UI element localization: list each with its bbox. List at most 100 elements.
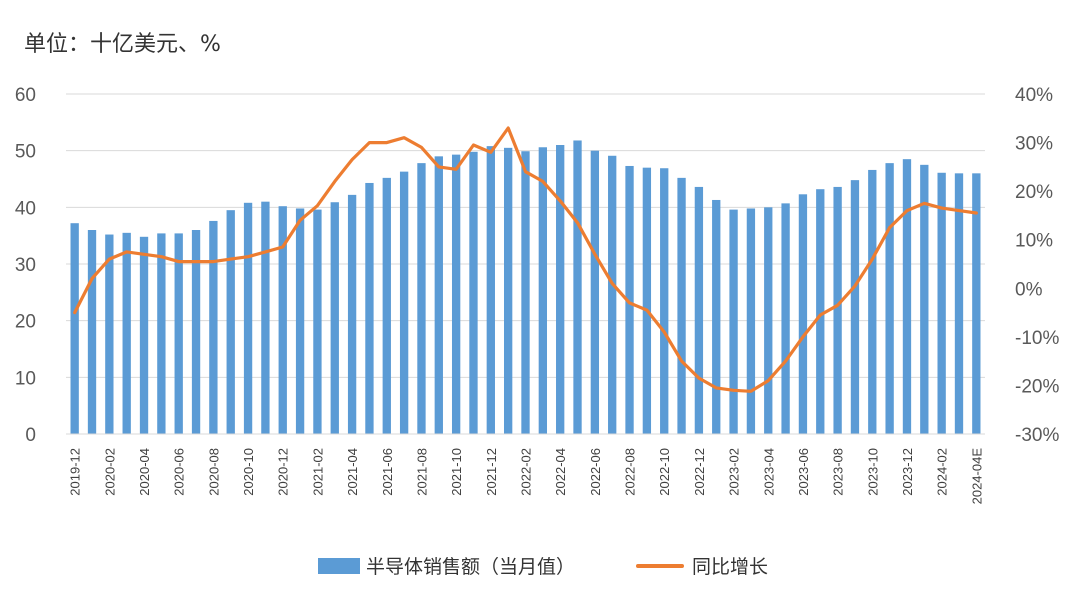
- bar: [174, 233, 183, 434]
- x-tick-label: 2021-12: [484, 448, 499, 496]
- bar: [798, 194, 808, 434]
- y-right-tick-label: 30%: [1015, 134, 1053, 155]
- bar: [122, 232, 131, 434]
- x-tick-label: 2020-10: [241, 448, 256, 496]
- yoy-growth-line: [73, 126, 978, 393]
- legend-item-line: 同比增长: [636, 552, 768, 579]
- bar: [157, 233, 166, 434]
- bar: [712, 199, 721, 434]
- legend-line-swatch: [636, 563, 684, 568]
- y-right-tick-label: 0%: [1015, 279, 1043, 300]
- bar: [972, 173, 981, 435]
- bar: [521, 151, 530, 434]
- unit-label: 单位：十亿美元、%: [24, 32, 221, 57]
- x-tick-label: 2022-08: [623, 448, 638, 496]
- bar: [382, 177, 391, 434]
- x-tick-label: 2023-06: [796, 448, 811, 496]
- bar: [746, 208, 756, 434]
- x-tick-label: 2020-06: [172, 448, 187, 496]
- bar: [503, 147, 513, 435]
- x-tick-label: 2023-02: [727, 448, 742, 496]
- bar: [625, 165, 634, 434]
- bar: [920, 164, 929, 435]
- bar: [243, 202, 253, 434]
- bar: [87, 230, 97, 434]
- bar: [868, 169, 877, 434]
- bar: [486, 146, 495, 434]
- x-tick-label: 2023-12: [900, 448, 915, 496]
- bar: [469, 151, 478, 435]
- bar: [451, 154, 461, 434]
- bar: [191, 230, 201, 434]
- bar: [538, 147, 548, 434]
- bar: [209, 220, 218, 434]
- bar: [330, 202, 339, 434]
- bar: [902, 159, 912, 434]
- bar: [556, 145, 565, 434]
- x-tick-label: 2022-12: [692, 448, 707, 496]
- bar: [399, 171, 409, 434]
- bar: [642, 167, 652, 434]
- bar: [434, 156, 443, 435]
- x-tick-label: 2022-02: [519, 448, 534, 496]
- bar: [660, 168, 669, 434]
- x-tick-label: 2021-10: [449, 448, 464, 496]
- bar: [365, 182, 374, 434]
- x-tick-label: 2024-04E: [969, 448, 984, 505]
- bar: [417, 163, 426, 434]
- bar: [608, 155, 617, 434]
- x-tick-label: 2024-02: [935, 448, 950, 496]
- x-tick-label: 2022-10: [657, 448, 672, 496]
- bar: [313, 209, 322, 434]
- bar: [954, 173, 964, 435]
- bar: [70, 223, 79, 434]
- bar: [885, 163, 894, 434]
- y-left-tick-label: 10: [15, 368, 36, 389]
- bar: [764, 207, 773, 434]
- y-right-tick-label: -10%: [1015, 328, 1059, 349]
- bar: [590, 150, 600, 434]
- x-tick-label: 2023-08: [831, 448, 846, 496]
- bar: [295, 208, 305, 434]
- y-left-tick-label: 50: [15, 142, 36, 163]
- y-right-tick-label: -20%: [1015, 376, 1059, 397]
- bar: [573, 140, 582, 434]
- bar: [677, 177, 686, 434]
- legend-line-label: 同比增长: [692, 556, 769, 578]
- bar: [833, 186, 842, 434]
- y-right-tick-label: 40%: [1015, 85, 1053, 106]
- x-tick-label: 2023-04: [761, 448, 776, 496]
- bar: [278, 206, 287, 434]
- y-left-tick-label: 40: [15, 198, 36, 219]
- bar: [226, 210, 235, 434]
- x-tick-label: 2020-12: [276, 448, 291, 496]
- bar: [347, 194, 357, 434]
- bar: [729, 209, 738, 434]
- y-left-tick-label: 30: [15, 255, 36, 276]
- bar: [781, 203, 790, 434]
- x-tick-label: 2020-08: [206, 448, 221, 496]
- legend-bar-label: 半导体销售额（当月值）: [366, 556, 576, 578]
- x-tick-label: 2021-06: [380, 448, 395, 496]
- legend-item-bar: 半导体销售额（当月值）: [318, 552, 575, 579]
- x-tick-label: 2020-04: [137, 448, 152, 496]
- bar: [694, 186, 704, 434]
- y-left-tick-label: 0: [25, 425, 36, 446]
- bar: [937, 172, 946, 434]
- x-tick-label: 2023-10: [865, 448, 880, 496]
- y-left-tick-label: 20: [15, 312, 36, 333]
- bar: [261, 201, 270, 434]
- x-tick-label: 2020-02: [102, 448, 117, 496]
- chart-svg: 0 10 20 30 40 50 60 -30% -20% -10% 0% 10% 20% 30% 40% 2…: [15, 85, 1060, 505]
- y-right-tick-label: 10%: [1015, 231, 1053, 252]
- x-tick-label: 2022-06: [588, 448, 603, 496]
- legend-bar-swatch: [318, 557, 360, 574]
- bar: [816, 189, 825, 434]
- bar: [139, 236, 149, 434]
- y-right-tick-label: 20%: [1015, 182, 1053, 203]
- legend: 半导体销售额（当月值） 同比增长: [0, 552, 1080, 582]
- bar: [850, 180, 860, 434]
- y-right-tick-label: -30%: [1015, 425, 1059, 446]
- x-tick-label: 2021-04: [345, 448, 360, 496]
